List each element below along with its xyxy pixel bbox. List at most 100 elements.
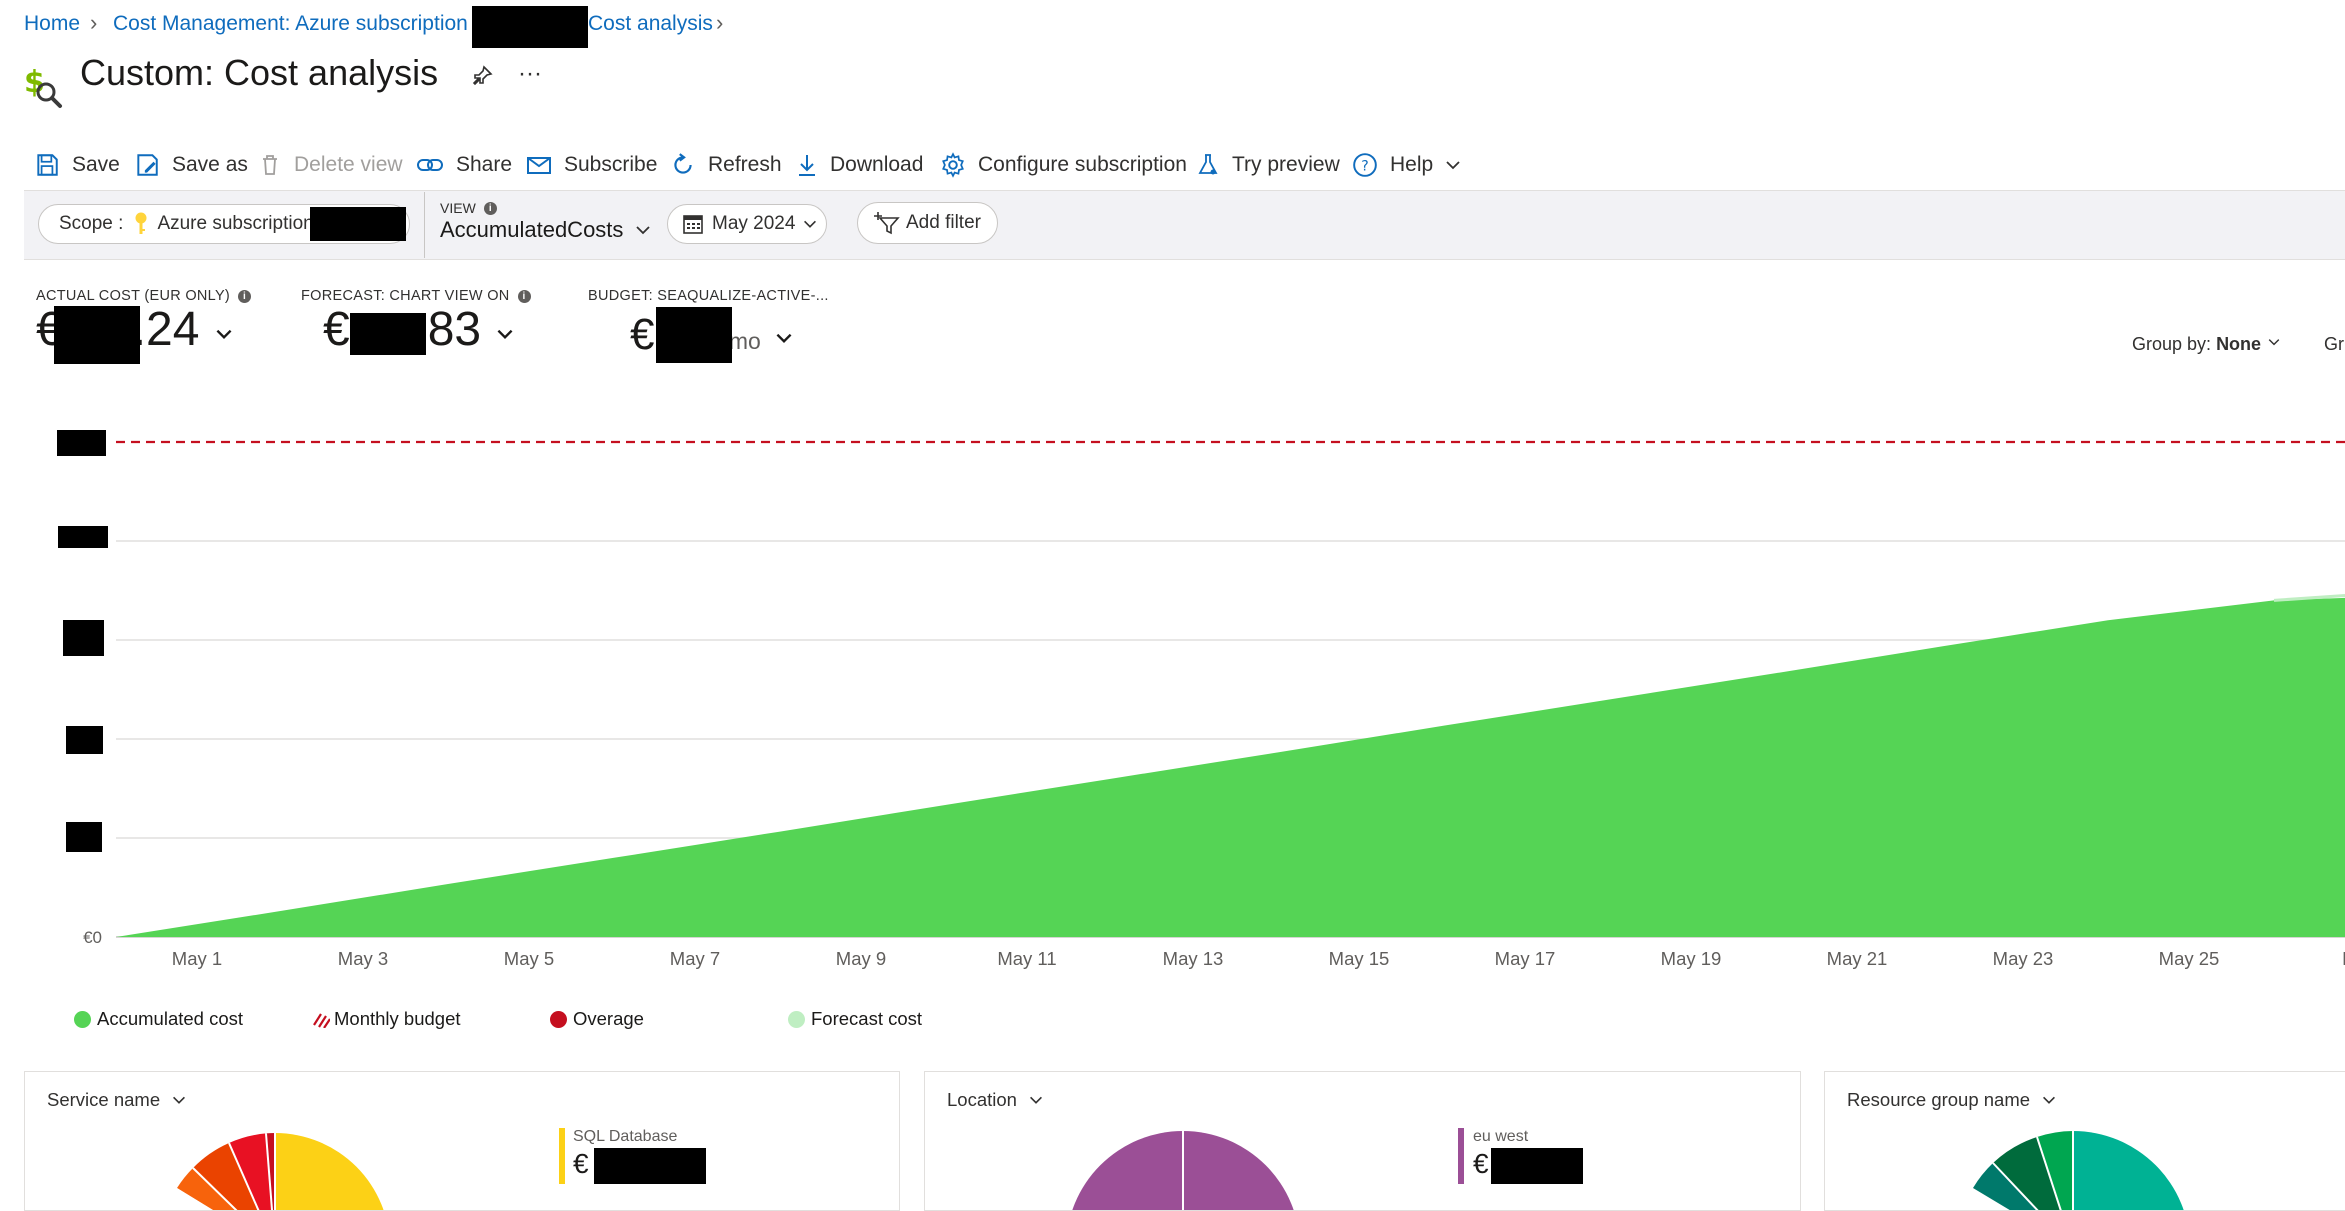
x-axis-tick-label: May 1 (172, 948, 222, 969)
legend-swatch (74, 1010, 91, 1028)
legend-swatch (559, 1128, 565, 1184)
share-label: Share (456, 153, 513, 176)
x-axis-tick-label: May 23 (1993, 948, 2054, 969)
more-options-icon[interactable]: ··· (518, 60, 542, 87)
configure-subscription-button[interactable]: Configure subscription (940, 148, 1187, 182)
cost-chart: €0 May 1 May 3 May 5 May 7 May 9 May 11 May 13 M… (83, 440, 2345, 969)
view-label-text: VIEW (440, 200, 476, 216)
forecast-value[interactable]: €83 (323, 302, 516, 357)
help-button[interactable]: ? Help (1352, 148, 1475, 182)
chevron-down-icon (804, 220, 817, 228)
legend-label: Overage (573, 1008, 644, 1029)
svg-text:$: $ (24, 65, 45, 100)
card-title: Location (947, 1089, 1017, 1110)
breadcrumb-cost-management-link[interactable]: Cost Management: Azure subscription (113, 12, 468, 35)
currency-symbol: € (573, 1148, 589, 1179)
location-selector[interactable]: Location (947, 1089, 1045, 1111)
legend-label: Monthly budget (334, 1008, 461, 1029)
currency-symbol: € (1473, 1148, 1489, 1179)
info-icon: i (238, 289, 252, 303)
save-as-icon (137, 154, 158, 176)
redacted-block (66, 726, 103, 754)
download-icon (799, 155, 815, 176)
card-title: Resource group name (1847, 1089, 2031, 1110)
granularity-selector-partial[interactable]: Gr (2324, 334, 2344, 354)
redacted-block (57, 430, 106, 456)
breadcrumb-cost-analysis-link[interactable]: Cost analysis (588, 12, 713, 35)
group-by-value: None (2216, 334, 2262, 354)
download-button[interactable]: Download (796, 148, 923, 182)
chevron-down-icon (1446, 161, 1460, 170)
chevron-down-icon (1029, 1096, 1042, 1104)
accumulated-cost-area (116, 597, 2345, 937)
add-filter-button[interactable]: Add filter (857, 202, 998, 244)
legend-monthly-budget[interactable]: Monthly budget (313, 1008, 461, 1030)
chevron-right-icon: › (716, 10, 724, 35)
legend-swatch-hatched (313, 1012, 330, 1028)
chevron-right-icon: › (90, 10, 98, 35)
chevron-down-icon (2268, 339, 2280, 346)
x-axis-tick-label: May 25 (2159, 948, 2220, 969)
legend-accumulated-cost[interactable]: Accumulated cost (74, 1008, 243, 1030)
scope-label: Scope : (59, 213, 124, 234)
x-axis-tick-label: May 19 (1661, 948, 1722, 969)
service-name-card: Service name SQL Database € (24, 1071, 900, 1211)
view-label: VIEW i (440, 200, 497, 216)
redacted-block (350, 313, 426, 355)
redacted-block (58, 526, 108, 548)
view-selector[interactable]: AccumulatedCosts (440, 217, 653, 243)
redacted-block (54, 306, 140, 364)
breadcrumb-home-link[interactable]: Home (24, 12, 81, 35)
redacted-block (66, 822, 102, 852)
redacted-block (1491, 1148, 1583, 1184)
x-axis-tick-label: May 15 (1329, 948, 1390, 969)
save-as-label: Save as (172, 153, 248, 176)
legend-forecast-cost[interactable]: Forecast cost (788, 1008, 922, 1030)
pin-icon[interactable] (470, 64, 494, 93)
trash-icon (263, 155, 277, 175)
currency-symbol: € (630, 310, 655, 359)
x-axis-tick-label: May 21 (1827, 948, 1888, 969)
refresh-icon (674, 153, 692, 174)
x-axis-tick-label: May 17 (1495, 948, 1556, 969)
share-button[interactable]: Share (416, 148, 512, 182)
resource-group-donut-chart (1973, 1131, 2184, 1210)
save-button[interactable]: Save (34, 148, 120, 182)
legend-label: Forecast cost (811, 1008, 923, 1029)
info-icon: i (517, 289, 531, 303)
add-filter-label: Add filter (906, 212, 981, 233)
save-icon (37, 154, 58, 176)
chevron-down-icon (776, 333, 792, 344)
view-value: AccumulatedCosts (440, 217, 624, 242)
redacted-block (594, 1148, 706, 1184)
x-axis-tick-label: May 13 (1163, 948, 1224, 969)
delete-view-label: Delete view (294, 153, 403, 176)
refresh-button[interactable]: Refresh (670, 148, 782, 182)
forecast-label-text: FORECAST: CHART VIEW ON (301, 288, 510, 304)
actual-cost-value[interactable]: € .24 (36, 302, 235, 357)
configure-subscription-label: Configure subscription (978, 153, 1187, 176)
legend-overage[interactable]: Overage (550, 1008, 644, 1030)
try-preview-button[interactable]: Try preview (1196, 148, 1340, 182)
group-by-selector[interactable]: Group by: None (2132, 334, 2282, 355)
x-axis-tick-label: May 5 (504, 948, 554, 969)
resource-group-selector[interactable]: Resource group name (1847, 1089, 2058, 1111)
gear-icon (942, 152, 964, 178)
service-name-selector[interactable]: Service name (47, 1089, 188, 1111)
budget-label: BUDGET: SEAQUALIZE-ACTIVE-... (588, 288, 829, 304)
location-card: Location eu west € (924, 1071, 1801, 1211)
try-preview-label: Try preview (1232, 153, 1340, 176)
x-axis-tick-label: May 3 (338, 948, 388, 969)
mail-icon (527, 157, 551, 174)
currency-symbol: € (323, 303, 350, 356)
card-legend-label: eu west (1473, 1128, 1529, 1145)
redacted-block (472, 6, 588, 48)
save-as-button[interactable]: Save as (134, 148, 248, 182)
scope-value: Azure subscription (157, 213, 314, 234)
delete-view-button[interactable]: Delete view (258, 148, 403, 182)
date-range-value: May 2024 (712, 213, 796, 234)
date-range-picker[interactable]: May 2024 (667, 204, 827, 244)
card-legend-label: SQL Database (573, 1128, 678, 1145)
subscribe-button[interactable]: Subscribe (526, 148, 657, 182)
redacted-block (63, 620, 104, 656)
